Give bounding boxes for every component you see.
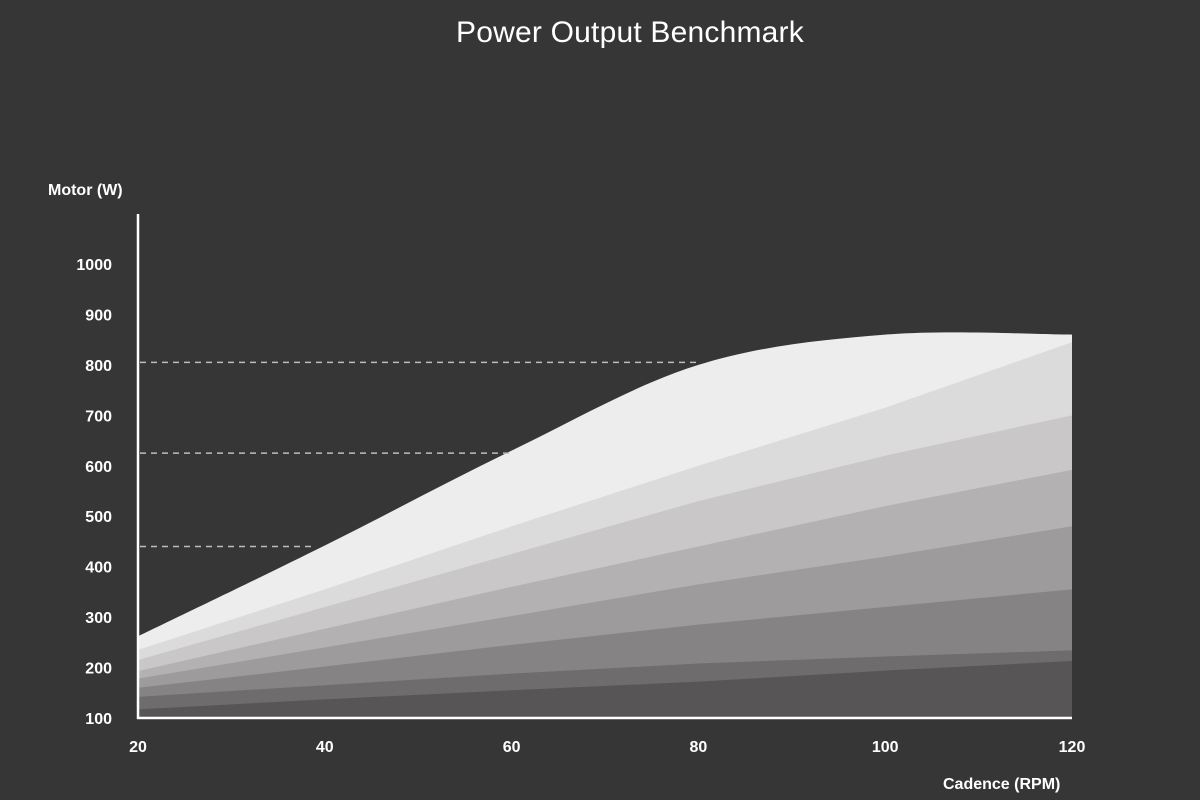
y-tick-label: 300: [85, 610, 112, 627]
x-tick-label: 120: [1059, 739, 1086, 756]
x-tick-label: 100: [872, 739, 899, 756]
y-tick-label: 100: [85, 711, 112, 728]
y-tick-label: 700: [85, 408, 112, 425]
y-tick-label: 800: [85, 358, 112, 375]
area-series-group: [138, 332, 1072, 718]
y-tick-label: 600: [85, 459, 112, 476]
y-tick-label: 900: [85, 307, 112, 324]
y-tick-label: 500: [85, 509, 112, 526]
x-axis-label: Cadence (RPM): [943, 776, 1061, 793]
reference-lines: [140, 361, 699, 548]
axes: [136, 214, 1072, 720]
area-series-8: [138, 660, 1072, 718]
x-tick-label: 40: [316, 739, 334, 756]
y-tick-label: 400: [85, 560, 112, 577]
y-axis-label: Motor (W): [48, 182, 123, 199]
x-tick-label: 80: [690, 739, 708, 756]
y-tick-label: 1000: [76, 257, 112, 274]
y-tick-label: 200: [85, 661, 112, 678]
x-tick-label: 60: [503, 739, 521, 756]
chart-title: Power Output Benchmark: [456, 16, 804, 49]
x-tick-label: 20: [129, 739, 147, 756]
tick-labels: 100 200 300 400 500 600 700 800 900 1000 20 40 60 80 1…: [76, 257, 1085, 756]
